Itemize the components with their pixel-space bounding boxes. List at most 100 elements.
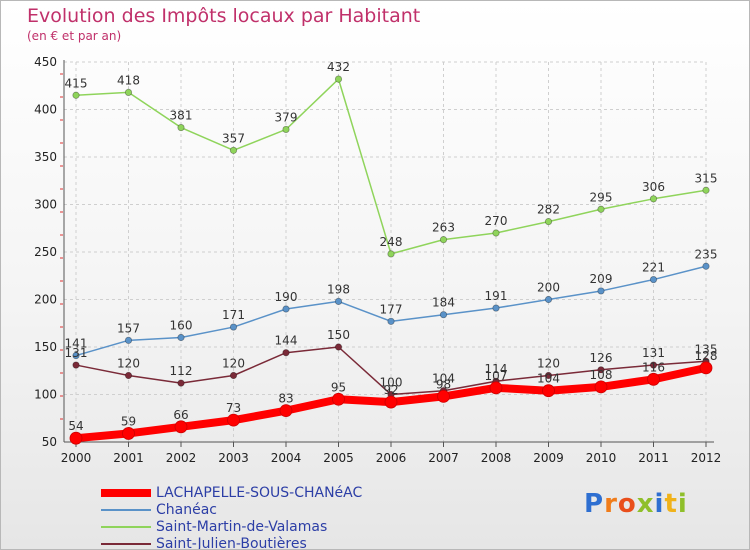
data-point (597, 366, 605, 374)
y-tick-label: 150 (34, 340, 57, 354)
data-label: 157 (117, 321, 140, 335)
data-point (544, 295, 553, 304)
x-tick-label: 2008 (481, 451, 512, 465)
x-tick-label: 2005 (323, 451, 354, 465)
data-point (334, 297, 343, 305)
legend-label: LACHAPELLE-SOUS-CHANéAC (156, 485, 363, 501)
data-point (594, 380, 608, 394)
logo-letter: r (604, 489, 618, 519)
data-label: 235 (695, 247, 718, 261)
data-label: 248 (380, 235, 403, 249)
y-tick-label: 350 (34, 150, 57, 164)
data-label: 108 (590, 368, 613, 382)
data-label: 59 (121, 414, 136, 428)
data-point (597, 287, 605, 295)
data-point (177, 379, 185, 387)
data-label: 418 (117, 73, 140, 87)
data-point (282, 305, 290, 313)
logo-letter: x (636, 489, 655, 519)
data-label: 104 (432, 372, 455, 386)
x-tick-label: 2004 (271, 451, 302, 465)
y-tick-label: 400 (34, 103, 57, 117)
legend-swatch (101, 543, 151, 545)
data-label: 98 (436, 377, 451, 391)
data-label: 135 (695, 342, 718, 356)
logo-letter: i (677, 489, 688, 519)
data-label: 92 (383, 383, 398, 397)
data-label: 357 (222, 131, 245, 145)
data-label: 263 (432, 221, 455, 235)
data-point (124, 336, 133, 344)
data-point (177, 123, 185, 132)
data-point (334, 343, 343, 351)
legend-label: Chanéac (156, 502, 217, 518)
x-tick-label: 2009 (533, 451, 564, 465)
y-tick-label: 50 (42, 435, 57, 449)
data-label: 306 (642, 180, 665, 194)
data-point (229, 371, 238, 380)
data-label: 191 (485, 289, 508, 303)
data-point (489, 381, 503, 395)
data-label: 295 (590, 190, 613, 204)
data-point (699, 361, 713, 375)
y-tick-label: 200 (34, 293, 57, 307)
data-label: 432 (327, 60, 350, 74)
data-point (122, 427, 135, 440)
data-point (597, 205, 605, 213)
x-tick-label: 2007 (428, 451, 459, 465)
data-point (437, 389, 450, 403)
axes: 50 100 150 200 250 300 350 400 450 2000 2001 2002 20… (34, 55, 721, 465)
data-label: 282 (537, 203, 560, 217)
chart-title: Evolution des Impôts locaux par Habitant (27, 5, 421, 27)
data-label: 270 (485, 214, 508, 228)
logo-letter: i (654, 489, 665, 519)
data-label: 116 (642, 360, 665, 374)
data-label: 107 (485, 369, 508, 383)
proxiti-logo: Proxiti (584, 489, 688, 519)
data-point (492, 229, 500, 237)
data-point (279, 404, 293, 418)
y-tick-label: 250 (34, 245, 57, 259)
data-label: 95 (331, 380, 346, 394)
data-point (702, 186, 710, 194)
y-tick-label: 100 (34, 388, 57, 402)
data-point (702, 262, 710, 270)
y-tick-label: 450 (34, 55, 57, 69)
data-label: 144 (275, 334, 298, 348)
x-tick-label: 2012 (691, 451, 722, 465)
data-label: 73 (226, 401, 241, 415)
x-tick-label: 2002 (166, 451, 197, 465)
data-label: 160 (170, 319, 193, 333)
data-label: 190 (275, 290, 298, 304)
data-label: 120 (537, 357, 560, 371)
data-label: 177 (380, 302, 403, 316)
data-point (72, 351, 80, 360)
data-label: 100 (380, 376, 403, 390)
data-point (69, 431, 83, 445)
data-point (647, 372, 660, 386)
data-label: 120 (222, 357, 245, 371)
x-tick-label: 2000 (61, 451, 92, 465)
legend-swatch (101, 526, 151, 528)
data-point (439, 311, 448, 319)
data-point (492, 304, 500, 312)
data-point (387, 317, 395, 325)
data-label: 381 (170, 109, 193, 123)
data-labels: 415 418 381 357 379 432 248 263 270 282 295 306 315 1… (65, 60, 718, 433)
data-point (124, 371, 133, 380)
data-label: 128 (695, 349, 718, 363)
data-label: 104 (537, 372, 560, 386)
data-label: 112 (170, 364, 193, 378)
logo-letter: t (664, 489, 678, 519)
data-label: 415 (65, 76, 88, 90)
chart-subtitle: (en € et par an) (27, 29, 122, 43)
data-label: 150 (327, 328, 350, 342)
data-point (542, 384, 555, 398)
data-point (387, 250, 395, 258)
data-label: 171 (222, 308, 245, 322)
data-label: 66 (173, 408, 188, 422)
data-point (229, 146, 238, 154)
data-label: 200 (537, 281, 560, 295)
data-label: 83 (278, 392, 293, 406)
